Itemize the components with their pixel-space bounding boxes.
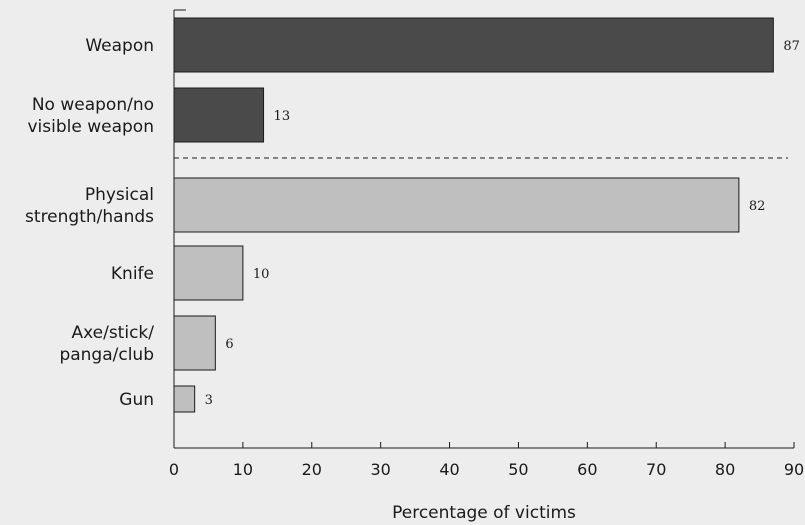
category-labels: Weapon No weapon/no visible weapon Physical… xyxy=(25,36,154,410)
category-label-2-line-0: Physical xyxy=(85,185,154,205)
category-label-2: Physical strength/hands xyxy=(25,185,154,227)
value-label-5: 3 xyxy=(205,393,213,408)
bar-0 xyxy=(173,17,774,73)
value-label-3: 10 xyxy=(253,267,270,282)
bar-2 xyxy=(173,177,740,233)
category-label-4-line-0: Axe/stick/ xyxy=(71,323,154,343)
bar-1 xyxy=(173,87,265,143)
bars-group xyxy=(173,17,774,413)
value-labels: 87 13 82 10 6 3 xyxy=(205,39,800,408)
category-label-3: Knife xyxy=(111,264,154,284)
value-label-2: 82 xyxy=(749,199,766,214)
x-tick-label-7: 70 xyxy=(646,460,666,479)
bar-5 xyxy=(173,385,196,413)
category-label-1: No weapon/no visible weapon xyxy=(28,95,155,137)
x-tick-label-0: 0 xyxy=(169,460,179,479)
value-label-4: 6 xyxy=(225,337,233,352)
category-label-4-line-1: panga/club xyxy=(59,345,154,365)
value-label-0: 87 xyxy=(783,39,800,54)
x-tick-label-9: 90 xyxy=(784,460,804,479)
x-axis-ticks: 0 10 20 30 40 50 60 70 80 90 xyxy=(169,442,804,479)
x-tick-label-1: 10 xyxy=(233,460,253,479)
x-tick-label-4: 40 xyxy=(439,460,459,479)
x-axis-title: Percentage of victims xyxy=(392,503,576,523)
category-label-4: Axe/stick/panga/club xyxy=(59,323,154,365)
x-tick-label-8: 80 xyxy=(715,460,735,479)
category-label-0: Weapon xyxy=(85,36,154,56)
category-label-0-line-0: Weapon xyxy=(85,36,154,56)
x-tick-label-2: 20 xyxy=(302,460,322,479)
category-label-1-line-0: No weapon/no xyxy=(32,95,154,115)
category-label-2-line-1: strength/hands xyxy=(25,207,154,227)
bar-3 xyxy=(173,245,244,301)
bar-4 xyxy=(173,315,216,371)
category-label-1-line-1: visible weapon xyxy=(28,117,155,137)
x-tick-label-5: 50 xyxy=(508,460,528,479)
category-label-5-line-0: Gun xyxy=(119,390,154,410)
x-tick-label-6: 60 xyxy=(577,460,597,479)
x-tick-label-3: 30 xyxy=(370,460,390,479)
category-label-5: Gun xyxy=(119,390,154,410)
value-label-1: 13 xyxy=(274,109,291,124)
category-label-3-line-0: Knife xyxy=(111,264,154,284)
